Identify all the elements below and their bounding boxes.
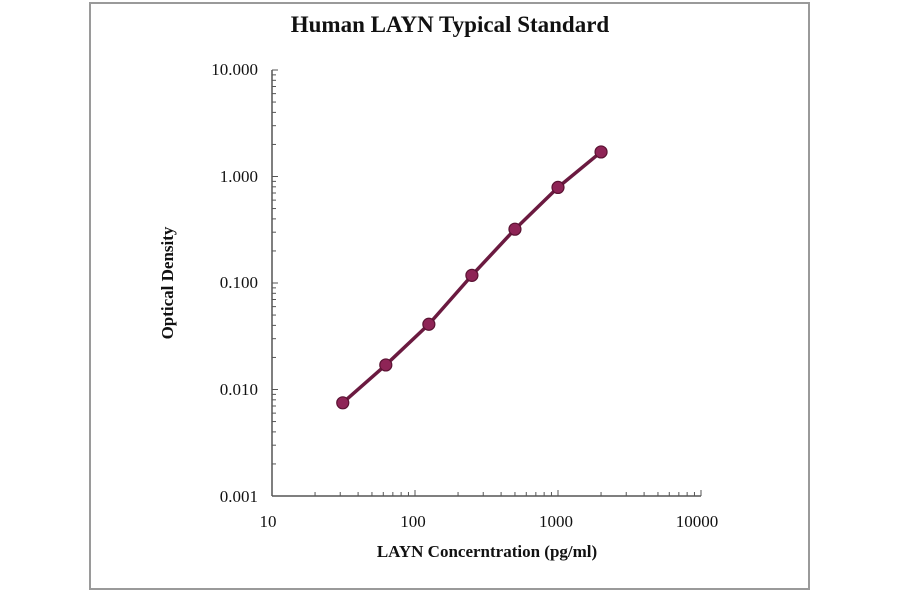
y-tick-label: 0.100 <box>219 273 258 292</box>
data-point <box>422 317 436 331</box>
data-point <box>379 358 393 372</box>
x-tick-label: 1000 <box>539 512 573 531</box>
data-point <box>336 396 350 410</box>
axes <box>271 69 702 497</box>
data-series <box>336 145 608 410</box>
y-tick-label: 0.010 <box>219 380 258 399</box>
x-tick-label: 10000 <box>675 512 719 531</box>
x-tick-label: 100 <box>400 512 426 531</box>
x-tick-label: 10 <box>259 512 277 531</box>
y-tick-label: 0.001 <box>219 487 258 506</box>
data-point <box>508 222 522 236</box>
x-axis-label: LAYN Concerntration (pg/ml) <box>376 542 598 561</box>
data-point <box>551 180 565 195</box>
data-point <box>465 268 479 282</box>
data-point <box>594 145 608 159</box>
chart-frame <box>89 2 810 590</box>
y-tick-label: 10.000 <box>211 60 258 79</box>
y-tick-label: 1.000 <box>219 167 258 186</box>
chart-title: Human LAYN Typical Standard <box>290 12 610 37</box>
